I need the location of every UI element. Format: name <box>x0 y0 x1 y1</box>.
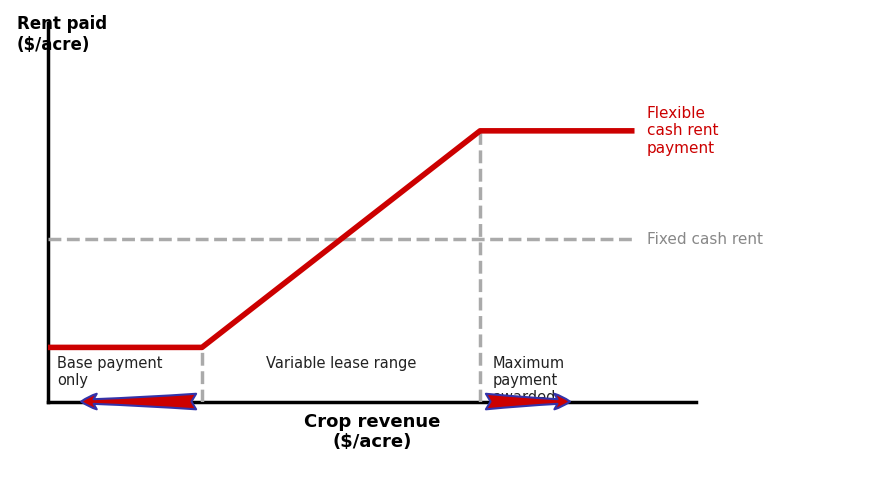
X-axis label: Crop revenue
($/acre): Crop revenue ($/acre) <box>304 412 440 451</box>
Text: Fixed cash rent: Fixed cash rent <box>647 232 763 246</box>
Text: Flexible
cash rent
payment: Flexible cash rent payment <box>647 106 718 156</box>
Text: Base payment
only: Base payment only <box>56 355 162 388</box>
Text: Rent paid
($/acre): Rent paid ($/acre) <box>17 15 107 54</box>
Text: Variable lease range: Variable lease range <box>266 355 416 371</box>
Text: Maximum
payment
awarded: Maximum payment awarded <box>492 355 565 405</box>
